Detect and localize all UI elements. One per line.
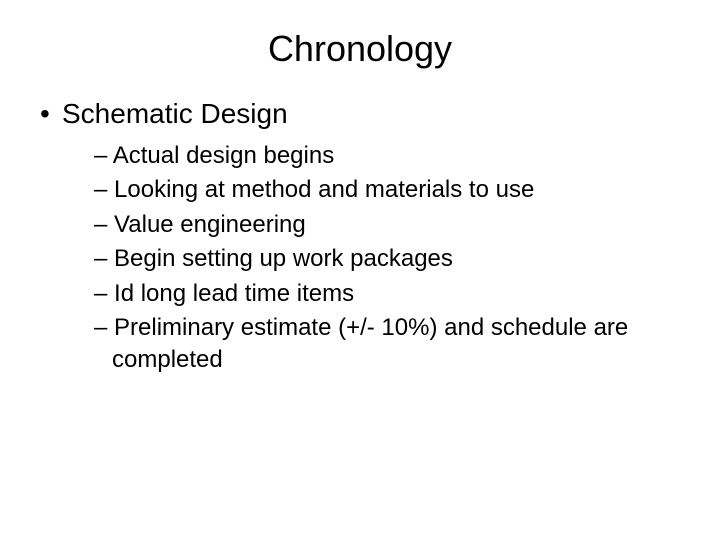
slide: Chronology •Schematic Design – Actual de… [0, 0, 720, 540]
sub-item-text: Id long lead time items [114, 280, 354, 307]
dash-icon: – [94, 176, 107, 203]
sub-item: – Preliminary estimate (+/- 10%) and sch… [94, 312, 680, 377]
sub-item-text: Preliminary estimate (+/- 10%) and sched… [112, 314, 628, 373]
bullet-icon: • [40, 98, 62, 130]
dash-icon: – [94, 245, 107, 272]
bullet-level1-text: Schematic Design [62, 98, 288, 129]
bullet-level1: •Schematic Design [40, 98, 680, 130]
dash-icon: – [94, 211, 107, 238]
sub-item: – Value engineering [94, 209, 680, 241]
sub-item-text: Looking at method and materials to use [114, 176, 534, 203]
sub-item: – Looking at method and materials to use [94, 174, 680, 206]
dash-icon: – [94, 280, 107, 307]
sub-item: – Actual design begins [94, 140, 680, 172]
slide-title: Chronology [40, 28, 680, 70]
sub-item: – Begin setting up work packages [94, 243, 680, 275]
sub-item-text: Value engineering [114, 211, 306, 238]
dash-icon: – [94, 142, 107, 169]
sublist: – Actual design begins – Looking at meth… [94, 140, 680, 377]
dash-icon: – [94, 314, 107, 341]
sub-item: – Id long lead time items [94, 278, 680, 310]
sub-item-text: Begin setting up work packages [114, 245, 453, 272]
sub-item-text: Actual design begins [113, 142, 334, 169]
